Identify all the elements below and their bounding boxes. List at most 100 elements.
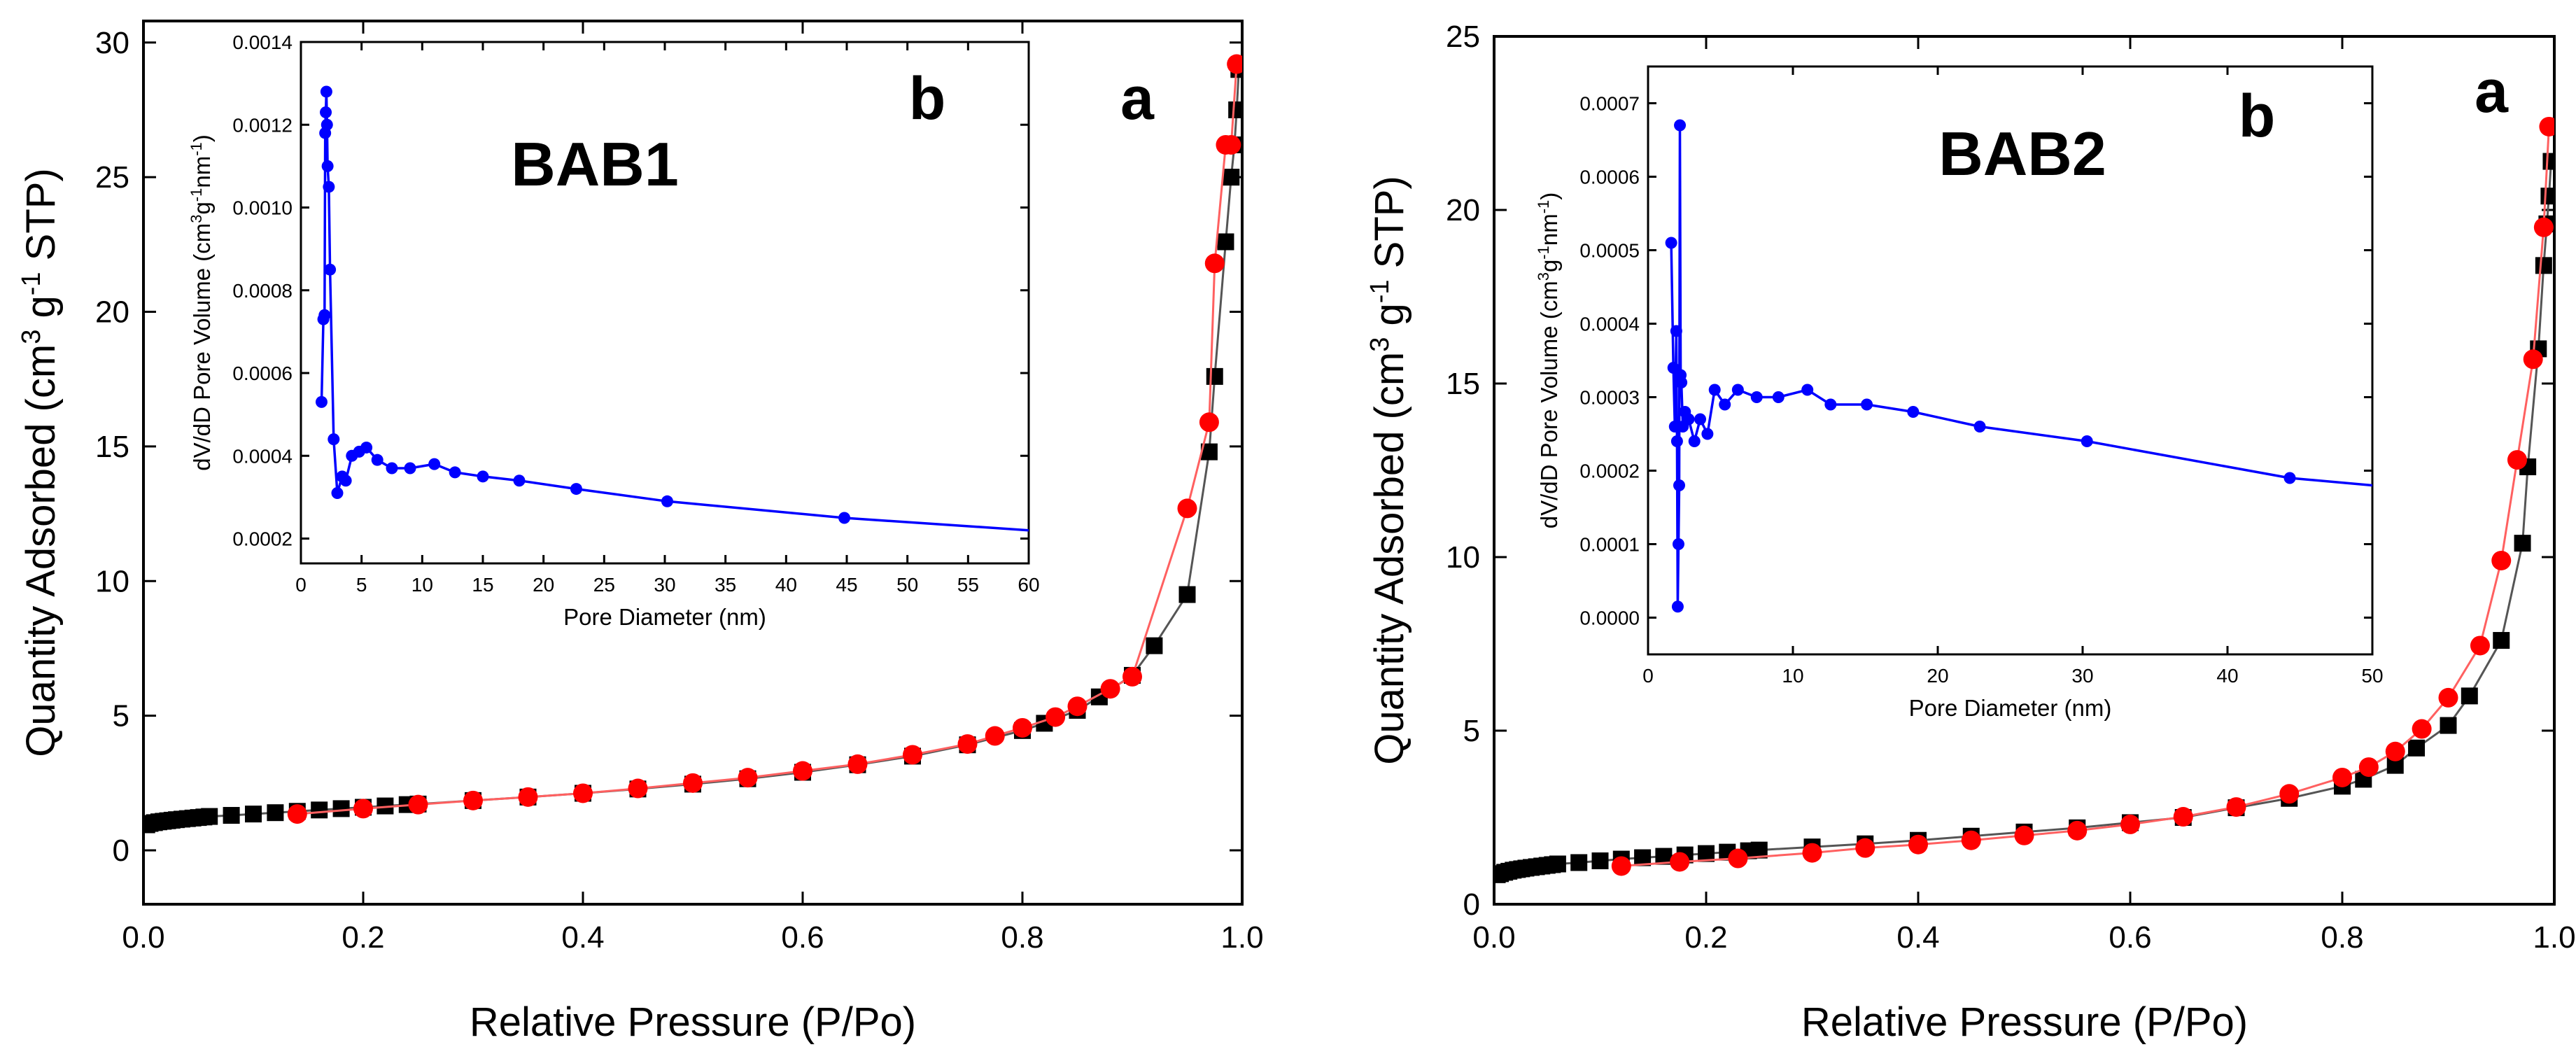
inset-x-tick-label: 40 [775,574,797,596]
pore-distribution-point [1824,398,1837,411]
x-tick-label: 0.2 [1684,920,1727,955]
pore-distribution-point [1750,391,1763,403]
inset-x-tick-label: 10 [1782,665,1803,687]
adsorption-point [2540,188,2554,205]
pore-distribution-point [323,181,335,193]
pore-distribution-point [1674,119,1687,132]
inset-y-axis-title-sup: -1 [188,142,205,156]
adsorption-point [201,808,218,825]
y-axis-title-sup: -1 [1365,279,1395,303]
desorption-point [2120,814,2140,834]
y-tick-label: 5 [1463,714,1480,748]
desorption-point [985,726,1005,746]
inset-y-axis-title-part: dV/dD Pore Volume (cm [189,223,215,471]
inset-x-axis-title: Pore Diameter (nm) [1909,695,2112,721]
inset-y-axis-title-part: ) [189,134,215,142]
inset-x-tick-label: 0 [295,574,307,596]
sample-label: BAB2 [1938,119,2106,188]
inset-y-axis-title-part: dV/dD Pore Volume (cm [1536,281,1562,528]
desorption-point [1046,707,1066,727]
inset-y-tick-label: 0.0006 [1579,167,1640,188]
inset-y-axis-title-sup: -1 [188,188,205,202]
y-tick-label: 15 [95,430,129,464]
adsorption-point [1570,854,1588,871]
adsorption-point [245,806,262,823]
inset-x-tick-label: 20 [1927,665,1948,687]
inset-x-tick-label: 60 [1018,574,1039,596]
desorption-point [2358,757,2379,778]
pore-distribution-point [1682,413,1695,426]
desorption-point [2412,719,2432,739]
y-tick-label: 25 [95,160,129,195]
pore-distribution-point [1675,377,1688,388]
inset-plot-frame [300,41,1030,565]
adsorption-point [1228,101,1242,118]
inset-x-tick-label: 0 [1642,665,1654,687]
adsorption-point [1591,852,1609,869]
desorption-point [2014,825,2034,845]
inset-plot-frame [1647,65,2374,656]
desorption-point [903,745,922,765]
desorption-point [1802,843,1822,863]
pore-distribution-point [513,475,526,487]
inset-y-axis-title: dV/dD Pore Volume (cm3g-1nm-1) [188,134,216,471]
adsorption-point [223,807,240,824]
y-axis-title-part: Quantity Adsorbed (cm [18,344,64,757]
pore-distribution-point [2081,435,2093,447]
inset-y-axis-title-sup: -1 [1535,200,1552,214]
inset-x-tick-label: 55 [957,574,979,596]
inset-y-axis-title-part: nm [1536,213,1562,246]
adsorption-point [1223,169,1240,186]
pore-distribution-point [321,118,333,131]
adsorption-point [2461,687,2478,705]
desorption-point [408,794,428,815]
x-tick-label: 0.8 [1001,920,1043,955]
pore-distribution-point [2283,472,2296,484]
inset-y-axis-title: dV/dD Pore Volume (cm3g-1nm-1) [1535,192,1563,529]
adsorption-point [2493,632,2510,649]
adsorption-point [1549,855,1566,873]
inset-y-tick-label: 0.0010 [232,197,293,219]
inset-y-tick-label: 0.0005 [1579,240,1640,262]
adsorption-point [2440,717,2457,734]
inset-x-tick-label: 25 [593,574,615,596]
x-tick-label: 0.6 [2109,920,2151,955]
desorption-point [1961,830,1981,850]
inset-y-tick-label: 0.0007 [1579,93,1640,115]
inset-y-axis-title-part: g [1536,260,1562,272]
desorption-point [738,768,758,788]
main-letter-label: a [2475,58,2509,125]
desorption-point [847,754,868,774]
pore-distribution-point [1861,398,1873,411]
y-axis-title: Quantity Adsorbed (cm3 g-1 STP) [17,168,64,757]
adsorption-point [2514,535,2531,552]
pore-distribution-point [477,470,489,483]
desorption-point [1908,834,1928,855]
main-data-layer [1494,116,2554,883]
inset-y-tick-label: 0.0006 [232,363,293,384]
main-data-layer [143,54,1242,834]
desorption-point [1199,412,1219,433]
pore-distribution-point [371,454,383,466]
inset-x-tick-label: 10 [411,574,433,596]
desorption-point [353,799,373,819]
desorption-point [683,773,703,793]
pore-distribution-point [1772,391,1785,403]
y-axis-title-part: g [1367,303,1412,337]
adsorption-point [2542,153,2554,170]
desorption-point [1221,134,1241,155]
pore-distribution-point [428,458,441,470]
inset-y-tick-label: 0.0001 [1579,534,1640,556]
y-axis-title-sup: 3 [17,330,46,344]
pore-distribution-point [1731,384,1744,396]
pore-distribution-line [320,91,1029,532]
pore-distribution-point [1973,421,1986,433]
inset-letter-label: b [2239,83,2276,150]
desorption-point [573,783,593,803]
pore-distribution-point [661,495,673,507]
desorption-point [2173,807,2193,827]
pore-distribution-point [1667,362,1680,374]
pore-distribution-point [386,462,398,475]
x-tick-label: 0.0 [122,920,164,955]
pore-distribution-point [321,160,334,172]
